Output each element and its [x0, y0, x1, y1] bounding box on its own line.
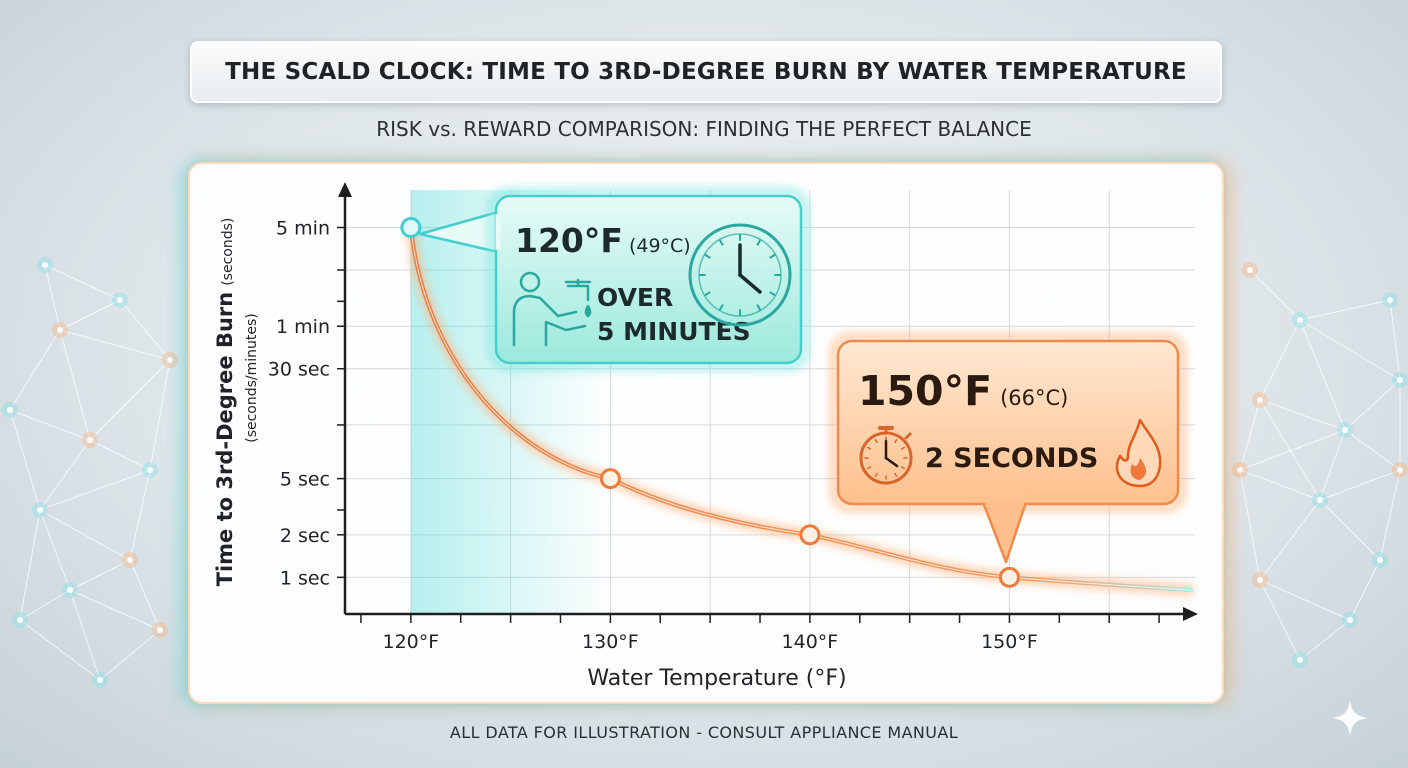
callout-120-title: 120°F (49°C)	[515, 221, 691, 260]
y-axis-label-main: Time to 3rd-Degree Burn	[213, 292, 237, 587]
callout-120-metric: (49°C)	[629, 235, 691, 257]
title-banner: THE SCALD CLOCK: TIME TO 3RD-DEGREE BURN…	[190, 41, 1222, 103]
hand-wash-icon	[512, 271, 592, 347]
data-point	[599, 468, 621, 490]
x-axis-arrow	[1183, 607, 1198, 621]
callout-150-text: 2 SECONDS	[925, 443, 1098, 474]
x-axis-label: Water Temperature (°F)	[587, 666, 846, 691]
chart-title: THE SCALD CLOCK: TIME TO 3RD-DEGREE BURN…	[225, 59, 1187, 85]
axis-labels: 120°F 130°F 140°F 150°F 5 min 1 min 30 sec 5 se…	[213, 218, 1038, 691]
data-point	[400, 217, 422, 239]
callout-150f: 150°F (66°C) 2 SECONDS	[829, 332, 1187, 564]
data-point	[998, 566, 1020, 588]
y-tick-label: 5 min	[276, 218, 330, 240]
y-axis-label: Time to 3rd-Degree Burn (seconds)	[213, 218, 237, 587]
callout-150-metric: (66°C)	[1000, 386, 1068, 410]
y-axis-label-units: (seconds)	[220, 218, 236, 286]
chart-subtitle: RISK vs. REWARD COMPARISON: FINDING THE …	[376, 117, 1032, 141]
x-tick-label: 140°F	[782, 631, 839, 653]
callout-120f: 120°F (49°C) OVER 5 MINUTES	[418, 187, 810, 372]
callout-150-title: 150°F (66°C)	[858, 367, 1068, 415]
y-tick-label: 2 sec	[280, 525, 330, 547]
series-line-highlight	[410, 227, 1194, 591]
y-tick-label: 1 sec	[280, 567, 330, 589]
y-tick-label: 1 min	[276, 316, 330, 338]
x-tick-label: 150°F	[981, 631, 1038, 653]
y-axis-sublabel: (seconds/minutes)	[244, 313, 260, 443]
clock-icon	[688, 223, 792, 327]
y-tick-label: 30 sec	[268, 359, 330, 381]
footer-note: ALL DATA FOR ILLUSTRATION - CONSULT APPL…	[449, 723, 959, 742]
flame-icon	[1115, 418, 1162, 488]
sparkle-icon	[1332, 700, 1368, 736]
callout-120-temp: 120°F	[515, 221, 623, 260]
data-point	[799, 524, 821, 546]
stopwatch-icon	[859, 426, 913, 485]
x-tick-label: 130°F	[582, 631, 639, 653]
callout-120-line1: OVER	[597, 283, 673, 312]
x-tick-label: 120°F	[382, 631, 439, 653]
axes	[337, 182, 1198, 623]
y-axis-arrow	[338, 182, 352, 197]
callout-glow	[487, 187, 810, 372]
y-tick-label: 5 sec	[280, 469, 330, 491]
callout-150-temp: 150°F	[858, 367, 992, 415]
callout-120-line2: 5 MINUTES	[597, 317, 751, 346]
callout-pointer	[981, 500, 1028, 564]
series	[400, 217, 1194, 597]
